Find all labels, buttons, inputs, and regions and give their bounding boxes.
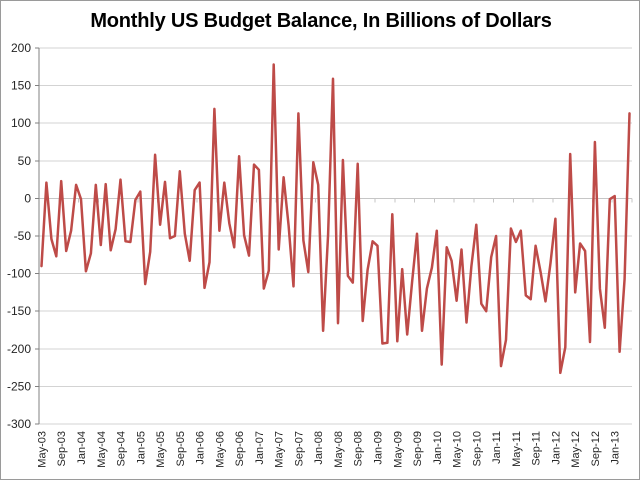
x-tick-label: Sep-07 bbox=[293, 431, 305, 466]
x-tick-label: Sep-05 bbox=[175, 431, 187, 466]
y-axis-labels: 200 150 100 50 0 -50 -100 -150 -200 -250 -300 bbox=[7, 41, 31, 431]
y-tick-label: -150 bbox=[7, 304, 31, 318]
x-tick-label: Jan-11 bbox=[491, 431, 503, 464]
x-tick-label: Sep-06 bbox=[234, 431, 246, 466]
x-tick-label: Sep-09 bbox=[412, 431, 424, 466]
x-tick-label: May-12 bbox=[570, 431, 582, 468]
y-tick-label: -200 bbox=[7, 342, 31, 356]
y-tick-label: 200 bbox=[11, 41, 31, 55]
y-tick-label: 0 bbox=[24, 191, 31, 205]
y-tick-label: -50 bbox=[14, 229, 32, 243]
x-tick-label: May-08 bbox=[333, 431, 345, 468]
x-tick-label: Jan-12 bbox=[550, 431, 562, 465]
x-tick-label: Jan-08 bbox=[313, 431, 325, 465]
x-tick-label: May-05 bbox=[155, 431, 167, 468]
x-tick-label: May-06 bbox=[214, 431, 226, 468]
x-tick-label: Jan-05 bbox=[135, 431, 147, 465]
x-tick-label: Jan-09 bbox=[373, 431, 385, 465]
x-tick-label: Sep-12 bbox=[590, 431, 602, 466]
chart-title: Monthly US Budget Balance, In Billions o… bbox=[90, 10, 552, 32]
x-tick-label: Sep-11 bbox=[531, 431, 543, 466]
x-tick-label: May-07 bbox=[274, 431, 286, 468]
x-tick-label: Sep-03 bbox=[56, 431, 68, 466]
x-axis-labels: May-03 Sep-03 Jan-04 May-04 Sep-04 Jan-05 May-… bbox=[37, 431, 622, 468]
y-tick-label: -250 bbox=[7, 379, 31, 393]
x-tick-label: Sep-04 bbox=[116, 431, 128, 466]
y-axis bbox=[35, 47, 40, 425]
x-tick-label: Jan-07 bbox=[254, 431, 266, 465]
y-tick-label: 150 bbox=[11, 79, 31, 93]
x-tick-label: Jan-10 bbox=[432, 431, 444, 465]
x-tick-label: May-09 bbox=[392, 431, 404, 468]
x-tick-label: Sep-08 bbox=[353, 431, 365, 466]
x-tick-label: May-03 bbox=[37, 431, 49, 468]
y-tick-label: -300 bbox=[7, 417, 31, 431]
y-tick-label: 50 bbox=[18, 154, 32, 168]
x-tick-label: May-04 bbox=[96, 431, 108, 468]
x-tick-label: May-10 bbox=[452, 431, 464, 468]
x-tick-label: Sep-10 bbox=[471, 431, 483, 466]
x-tick-label: May-11 bbox=[511, 431, 523, 467]
budget-line-series bbox=[40, 63, 631, 375]
x-tick-label: Jan-06 bbox=[195, 431, 207, 465]
x-tick-label: Jan-04 bbox=[76, 431, 88, 465]
x-tick-label: Jan-13 bbox=[610, 431, 622, 465]
y-tick-label: 100 bbox=[11, 116, 31, 130]
y-tick-label: -100 bbox=[7, 267, 31, 281]
